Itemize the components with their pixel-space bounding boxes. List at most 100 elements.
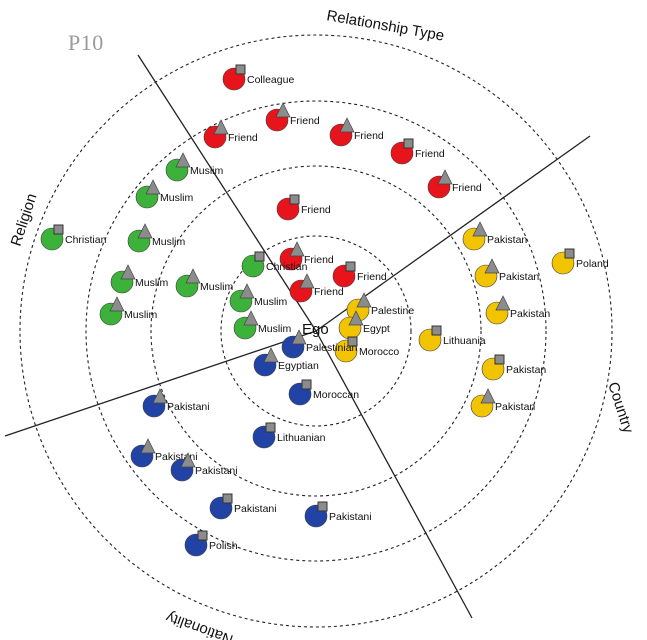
node-religion: Muslim	[110, 264, 169, 294]
node-label: Polish	[209, 540, 238, 552]
node-label: Morocco	[359, 346, 399, 358]
node-label: Lithuania	[443, 335, 486, 347]
square-marker-icon	[235, 64, 246, 75]
node-country: Pakistan	[481, 354, 546, 381]
node-label: Pakistan	[510, 308, 550, 320]
node-label: Palestinian	[306, 342, 358, 354]
node-label: Muslim	[258, 323, 292, 335]
node-label: Friend	[415, 148, 445, 160]
triangle-marker-icon	[239, 283, 255, 299]
square-marker-icon	[345, 261, 356, 272]
node-religion: Muslim	[127, 223, 186, 253]
triangle-marker-icon	[175, 152, 191, 168]
node-label: Christian	[65, 234, 107, 246]
node-label: Muslim	[124, 309, 158, 321]
node-label: Muslim	[200, 281, 234, 293]
triangle-marker-icon	[437, 169, 453, 185]
node-label: Friend	[354, 130, 384, 142]
node-label: Colleague	[247, 74, 294, 86]
triangle-marker-icon	[299, 273, 315, 289]
concentric-rings	[19, 34, 613, 628]
nodes-layer: Colleague Friend Friend Friend Friend Friend F…	[40, 64, 609, 557]
node-label: Muslim	[160, 192, 194, 204]
sector-title-religion: Religion	[8, 191, 41, 248]
square-marker-icon	[254, 251, 265, 262]
node-religion: Muslim	[135, 179, 194, 209]
triangle-marker-icon	[120, 264, 136, 280]
node-nationality: Palestinian	[281, 329, 358, 359]
square-marker-icon	[53, 224, 64, 235]
triangle-marker-icon	[243, 310, 259, 326]
node-label: Muslim	[152, 236, 186, 248]
node-label: Friend	[304, 254, 334, 266]
square-marker-icon	[222, 493, 233, 504]
node-label: Friend	[290, 115, 320, 127]
triangle-marker-icon	[339, 117, 355, 133]
node-label: Christian	[266, 261, 308, 273]
node-relationship: Friend	[329, 117, 384, 147]
square-marker-icon	[317, 501, 328, 512]
node-nationality: Pakistani	[304, 501, 372, 528]
square-marker-icon	[431, 325, 442, 336]
node-country: Pakistan	[462, 221, 527, 251]
node-country: Morocco	[334, 336, 399, 363]
node-religion: Muslim	[165, 152, 224, 182]
triangle-marker-icon	[152, 388, 168, 404]
square-marker-icon	[301, 379, 312, 390]
triangle-marker-icon	[356, 292, 372, 308]
node-nationality: Egyptian	[253, 347, 319, 377]
node-relationship: Friend	[332, 261, 387, 288]
triangle-marker-icon	[137, 223, 153, 239]
node-label: Muslim	[254, 296, 288, 308]
node-relationship: Colleague	[222, 64, 294, 91]
square-marker-icon	[494, 354, 505, 365]
triangle-marker-icon	[180, 452, 196, 468]
node-label: Egyptian	[278, 360, 319, 372]
triangle-marker-icon	[472, 221, 488, 237]
node-country: Palestine	[346, 292, 414, 322]
triangle-marker-icon	[495, 295, 511, 311]
node-label: Pakistan	[506, 364, 546, 376]
node-religion: Muslim	[99, 296, 158, 326]
node-country: Pakistan	[485, 295, 550, 325]
node-relationship: Friend	[276, 194, 331, 221]
node-label: Muslim	[135, 277, 169, 289]
node-religion: Muslim	[233, 310, 292, 340]
node-label: Pakistani	[329, 511, 372, 523]
ego-label: Ego	[302, 321, 329, 338]
node-religion: Muslim	[229, 283, 288, 313]
node-religion: Muslim	[175, 268, 234, 298]
triangle-marker-icon	[109, 296, 125, 312]
node-label: Pakistani	[234, 503, 277, 515]
ring-1	[220, 235, 412, 427]
node-label: Friend	[228, 132, 258, 144]
ring-2	[150, 165, 482, 497]
node-label: Friend	[452, 182, 482, 194]
node-nationality: Pakistani	[170, 452, 238, 482]
triangle-marker-icon	[484, 258, 500, 274]
triangle-marker-icon	[275, 102, 291, 118]
node-nationality: Lithuanian	[252, 422, 326, 449]
node-country: Pakistan	[474, 258, 539, 288]
triangle-marker-icon	[263, 347, 279, 363]
node-nationality: Polish	[184, 530, 238, 557]
triangle-marker-icon	[289, 241, 305, 257]
divider-religion-relationship	[137, 54, 317, 332]
node-label: Friend	[314, 286, 344, 298]
square-marker-icon	[347, 336, 358, 347]
triangle-marker-icon	[213, 119, 229, 135]
square-marker-icon	[564, 248, 575, 259]
node-relationship: Friend	[265, 102, 320, 132]
node-label: Friend	[357, 271, 387, 283]
node-label: Poland	[576, 258, 609, 270]
divider-country-nationality	[315, 330, 473, 619]
node-label: Moroccan	[313, 389, 359, 401]
triangle-marker-icon	[291, 329, 307, 345]
square-marker-icon	[289, 194, 300, 205]
square-marker-icon	[265, 422, 276, 433]
node-label: Palestine	[371, 305, 414, 317]
node-nationality: Pakistani	[142, 388, 210, 418]
triangle-marker-icon	[145, 179, 161, 195]
node-country: Poland	[551, 248, 609, 275]
node-country: Pakistan	[470, 388, 535, 418]
